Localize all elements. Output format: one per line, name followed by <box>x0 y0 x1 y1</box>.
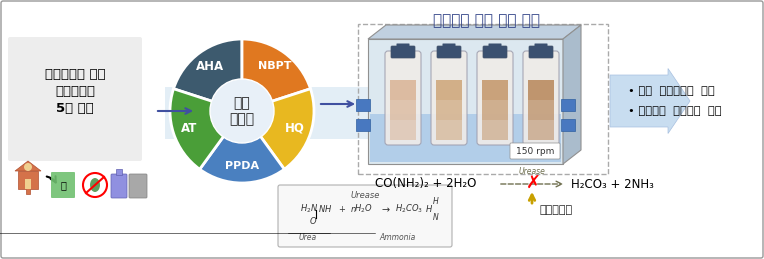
Text: $O$: $O$ <box>309 215 317 227</box>
Polygon shape <box>15 161 41 171</box>
Text: Urea: Urea <box>299 233 317 241</box>
Circle shape <box>210 79 274 143</box>
Polygon shape <box>18 171 38 194</box>
FancyBboxPatch shape <box>561 99 575 111</box>
FancyBboxPatch shape <box>561 119 575 131</box>
Text: 150 rpm: 150 rpm <box>516 147 554 155</box>
Text: 구조유사체: 구조유사체 <box>55 84 95 97</box>
Text: 🌿: 🌿 <box>60 180 66 190</box>
Text: 유사체: 유사체 <box>229 112 254 126</box>
Text: Urease: Urease <box>519 167 545 176</box>
Text: $\rightarrow$: $\rightarrow$ <box>380 204 391 214</box>
FancyBboxPatch shape <box>436 80 462 100</box>
FancyBboxPatch shape <box>482 120 508 140</box>
Text: HQ: HQ <box>284 121 304 135</box>
FancyBboxPatch shape <box>370 114 561 162</box>
Ellipse shape <box>90 178 100 192</box>
Text: $H$: $H$ <box>425 204 433 214</box>
Text: $H_2N$: $H_2N$ <box>300 203 319 215</box>
Polygon shape <box>368 25 581 39</box>
Text: ✗: ✗ <box>526 174 541 192</box>
Wedge shape <box>199 111 284 183</box>
Polygon shape <box>563 25 581 164</box>
FancyBboxPatch shape <box>278 185 452 247</box>
Text: 5종 선정: 5종 선정 <box>56 102 94 114</box>
FancyBboxPatch shape <box>437 46 461 58</box>
Text: $H$: $H$ <box>432 196 439 206</box>
FancyBboxPatch shape <box>165 87 455 139</box>
FancyBboxPatch shape <box>523 51 559 145</box>
Text: H₂CO₃ + 2NH₃: H₂CO₃ + 2NH₃ <box>571 177 654 191</box>
Text: 구조: 구조 <box>234 96 251 110</box>
FancyBboxPatch shape <box>8 37 142 161</box>
Wedge shape <box>173 39 242 111</box>
FancyBboxPatch shape <box>390 100 416 120</box>
Text: 문헌고찰을 통한: 문헌고찰을 통한 <box>44 68 105 81</box>
Text: 구조유사체: 구조유사체 <box>540 205 573 215</box>
Text: • 주입조건  최적인자  도출: • 주입조건 최적인자 도출 <box>628 106 722 116</box>
Text: $H_2CO_3$: $H_2CO_3$ <box>395 203 423 215</box>
Text: NBPT: NBPT <box>257 61 291 71</box>
FancyBboxPatch shape <box>436 100 462 120</box>
FancyBboxPatch shape <box>368 39 563 164</box>
FancyBboxPatch shape <box>482 100 508 120</box>
Text: • 최적  구조유사체  선정: • 최적 구조유사체 선정 <box>628 86 715 96</box>
FancyBboxPatch shape <box>528 120 554 140</box>
FancyBboxPatch shape <box>442 44 455 48</box>
FancyBboxPatch shape <box>477 51 513 145</box>
FancyBboxPatch shape <box>356 119 370 131</box>
Text: Ammonia: Ammonia <box>380 233 416 241</box>
FancyBboxPatch shape <box>111 174 127 198</box>
FancyBboxPatch shape <box>431 51 467 145</box>
Circle shape <box>83 173 107 197</box>
FancyBboxPatch shape <box>528 100 554 120</box>
Text: Urease: Urease <box>351 191 380 199</box>
Text: $H_2O$: $H_2O$ <box>354 203 373 215</box>
Text: AT: AT <box>181 121 198 135</box>
Text: $N$: $N$ <box>432 212 439 222</box>
FancyBboxPatch shape <box>356 99 370 111</box>
Wedge shape <box>242 89 314 169</box>
FancyBboxPatch shape <box>129 174 147 198</box>
Text: PPDA: PPDA <box>225 161 259 171</box>
FancyBboxPatch shape <box>391 46 415 58</box>
Text: 암모니아 저감 효과 평가: 암모니아 저감 효과 평가 <box>432 13 539 28</box>
Circle shape <box>24 163 32 171</box>
Text: AHA: AHA <box>196 60 224 73</box>
Wedge shape <box>170 89 242 169</box>
FancyBboxPatch shape <box>385 51 421 145</box>
FancyBboxPatch shape <box>529 46 553 58</box>
FancyBboxPatch shape <box>535 44 548 48</box>
Text: $+$  $n$: $+$ $n$ <box>338 204 357 214</box>
FancyArrow shape <box>610 68 690 133</box>
Wedge shape <box>242 39 310 111</box>
Text: $NH$: $NH$ <box>318 204 332 214</box>
FancyBboxPatch shape <box>510 143 560 159</box>
Text: CO(NH₂)₂ + 2H₂O: CO(NH₂)₂ + 2H₂O <box>375 177 477 191</box>
FancyBboxPatch shape <box>397 44 410 48</box>
FancyBboxPatch shape <box>436 120 462 140</box>
FancyBboxPatch shape <box>116 169 122 175</box>
FancyBboxPatch shape <box>528 80 554 100</box>
FancyBboxPatch shape <box>488 44 501 48</box>
FancyBboxPatch shape <box>390 80 416 100</box>
FancyBboxPatch shape <box>483 46 507 58</box>
FancyBboxPatch shape <box>390 120 416 140</box>
FancyBboxPatch shape <box>25 179 31 189</box>
FancyBboxPatch shape <box>51 172 75 198</box>
FancyBboxPatch shape <box>482 80 508 100</box>
